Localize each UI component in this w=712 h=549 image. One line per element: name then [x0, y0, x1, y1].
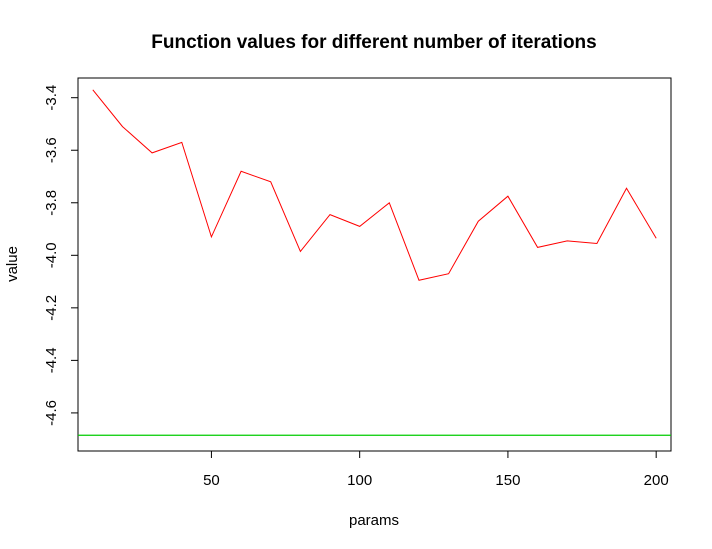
x-axis: 50 100 150 200 — [203, 450, 669, 489]
series-line — [92, 89, 657, 281]
y-axis: -3.4 -3.6 -3.8 -4.0 -4.2 -4.4 -4.6 — [43, 85, 79, 426]
y-tick-label: -3.6 — [43, 137, 60, 163]
x-tick-label: 100 — [347, 472, 372, 489]
y-tick-label: -4.4 — [43, 347, 60, 373]
x-tick-label: 50 — [203, 472, 220, 489]
chart-title: Function values for different number of … — [151, 32, 596, 53]
y-axis-label: value — [4, 246, 21, 282]
series-layer — [92, 89, 657, 281]
plot-frame — [77, 77, 672, 452]
y-tick-label: -4.2 — [43, 295, 60, 321]
x-tick-label: 150 — [495, 472, 520, 489]
x-axis-label: params — [349, 512, 399, 529]
y-tick-label: -3.8 — [43, 190, 60, 216]
y-tick-label: -4.6 — [43, 400, 60, 426]
y-tick-label: -4.0 — [43, 242, 60, 268]
y-tick-label: -3.4 — [43, 85, 60, 111]
x-tick-label: 200 — [644, 472, 669, 489]
